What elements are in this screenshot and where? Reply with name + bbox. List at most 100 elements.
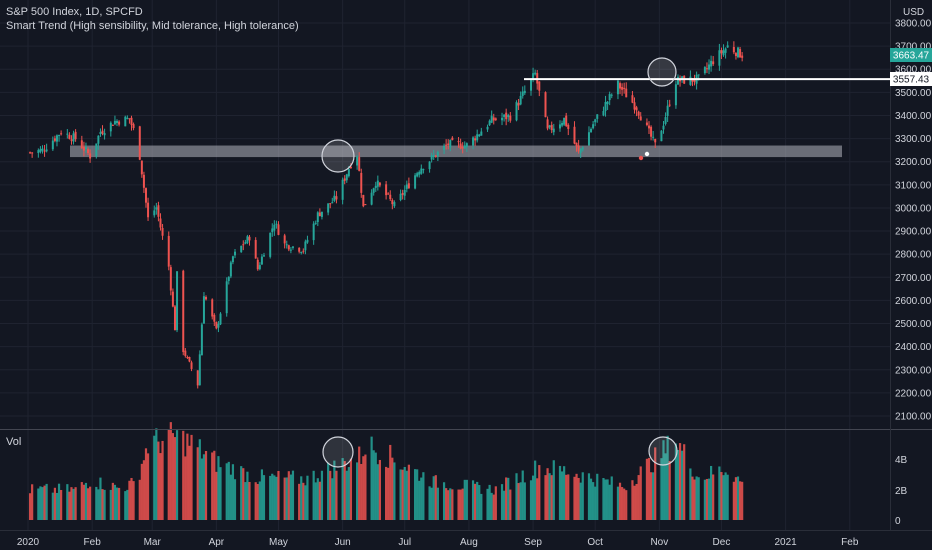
time-axis-ticks[interactable]: 2020 Feb Mar Apr May Jun Jul Aug Sep Oct Nov Dec 202… (17, 537, 859, 548)
candle-body (318, 212, 321, 217)
candle-body (242, 244, 245, 246)
volume-bar (190, 434, 193, 520)
candle-body (262, 255, 265, 257)
volume-bar (480, 493, 483, 520)
candle-body (53, 138, 56, 141)
candle-body (432, 155, 435, 157)
candle-body (652, 136, 655, 138)
candle-body (202, 296, 205, 324)
candle-body (399, 193, 402, 201)
candle-body (575, 142, 578, 147)
volume-bar (430, 487, 433, 520)
candle-body (523, 90, 526, 94)
volume-bar (66, 484, 69, 520)
volume-bar (447, 490, 450, 520)
volume-bar (28, 493, 32, 520)
candle-body (414, 175, 417, 189)
volume-bar (531, 475, 535, 520)
volume-bar (269, 475, 272, 520)
volume-bar (577, 477, 580, 520)
line-price-label: 3557.43 (893, 75, 930, 86)
support-zone-rect[interactable] (70, 145, 842, 158)
volume-bar (159, 453, 162, 520)
volume-bar (697, 477, 700, 520)
price-tick-label: 2600.00 (895, 296, 932, 307)
candle-body (546, 119, 549, 129)
candle-body (726, 45, 729, 48)
candle-body (111, 124, 114, 126)
volume-bar (320, 470, 324, 520)
volume-bar (515, 473, 518, 520)
candle-body (532, 73, 535, 80)
candle-body (101, 130, 104, 134)
candle-body (708, 64, 711, 70)
volume-bar (153, 435, 156, 520)
volume-bar (399, 469, 402, 520)
volume-bar (449, 488, 452, 520)
time-tick-label: May (269, 537, 288, 548)
current-price-badge-bg (890, 48, 932, 62)
candle-body (676, 76, 679, 85)
volume-bar (80, 482, 83, 520)
candle-body (548, 125, 551, 128)
volume-bar (144, 448, 148, 520)
volume-bar (356, 462, 359, 520)
candle-body (490, 115, 493, 123)
candle-body (215, 321, 218, 329)
candle-body (434, 155, 437, 157)
candle-body (418, 171, 421, 175)
volume-bar (405, 470, 408, 520)
indicator-label[interactable]: Smart Trend (High sensibility, Mid toler… (6, 20, 299, 32)
volume-bar (53, 487, 57, 520)
volume-bar (683, 444, 686, 520)
volume-bar (378, 459, 381, 520)
volume-bar (594, 486, 597, 520)
volume-bar (534, 460, 537, 520)
candle-body (169, 267, 172, 291)
volume-bar (240, 466, 243, 520)
volume-bar (233, 479, 237, 520)
price-axis-ticks[interactable]: 3800.00 3700.00 3600.00 3500.00 3400.00 3300.… (895, 19, 932, 423)
candle-body (594, 119, 597, 123)
volume-bar (616, 486, 620, 520)
candle-body (31, 152, 34, 154)
candle-body (372, 188, 375, 193)
candle-body (604, 101, 607, 112)
volume-bar (242, 468, 245, 520)
volume-bar (84, 482, 88, 520)
volume-bar (652, 472, 655, 520)
candle-body (391, 200, 394, 205)
candle-body (153, 210, 156, 216)
volume-bar (625, 490, 628, 520)
symbol-title[interactable]: S&P 500 Index, 1D, SPCFD (6, 6, 143, 18)
candle-body (428, 161, 431, 170)
volume-bar (732, 481, 735, 520)
candle-body (289, 249, 292, 251)
candle-body (130, 117, 133, 125)
candle-body (331, 202, 334, 204)
candle-body (186, 356, 189, 358)
candle-body (679, 79, 682, 82)
volume-bar (407, 464, 410, 520)
candle-body (364, 204, 367, 206)
candle-body (492, 117, 495, 121)
volume-label[interactable]: Vol (6, 436, 21, 448)
price-tick-label: 2200.00 (895, 388, 932, 399)
volume-bar (413, 469, 417, 520)
line-price-badge-bg (890, 72, 932, 86)
volume-bar (606, 479, 609, 520)
candle-body (447, 143, 450, 146)
candle-body (567, 124, 570, 129)
volume-bar (302, 482, 305, 520)
volume-bar (285, 477, 288, 520)
candle-body (97, 135, 100, 144)
candle-body (343, 178, 346, 181)
candle-body (739, 49, 742, 58)
volume-bar (558, 465, 562, 520)
candle-body (196, 370, 199, 386)
volume-bars-group (28, 422, 744, 520)
volume-bar (101, 489, 104, 520)
candle-body (606, 101, 609, 105)
